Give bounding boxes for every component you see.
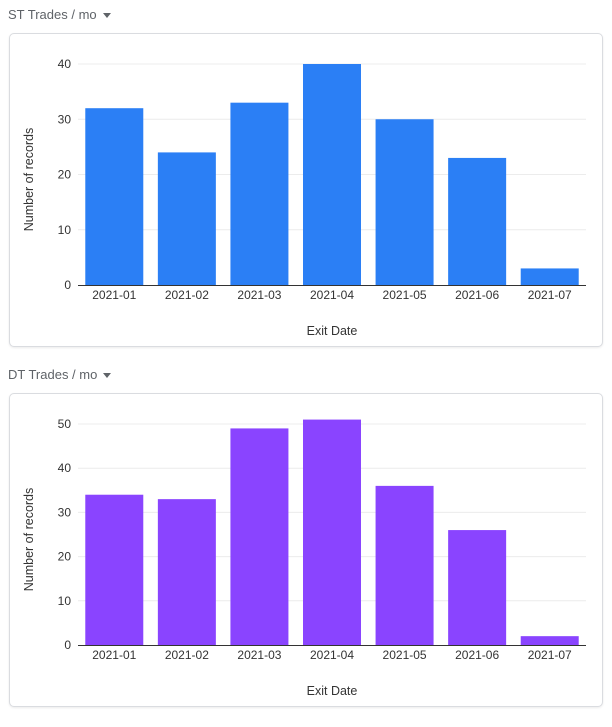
y-tick-label: 50: [58, 417, 72, 431]
x-tick-label: 2021-01: [92, 648, 136, 662]
bar-2021-01[interactable]: [85, 108, 144, 285]
x-tick-label: 2021-06: [455, 648, 499, 662]
bar-2021-06[interactable]: [448, 157, 507, 285]
st-trades-chart-card: 0 10 20 30 40 2021-01 2021-02 2021-03 2021-04 202…: [9, 33, 603, 347]
bar-2021-07[interactable]: [520, 268, 579, 285]
bar-2021-05[interactable]: [375, 119, 434, 285]
x-tick-label: 2021-07: [528, 648, 572, 662]
bar-2021-04[interactable]: [303, 64, 361, 285]
x-tick-label: 2021-02: [165, 648, 209, 662]
x-tick-label: 2021-04: [310, 648, 354, 662]
y-tick-label: 0: [64, 638, 71, 652]
y-tick-label: 20: [58, 550, 72, 564]
st-trades-title-text: ST Trades / mo: [8, 7, 97, 22]
dt-trades-chart-card: 0 10 20 30 40 50 2021-01 2021-02 2021-03 2021-04 2…: [9, 393, 603, 707]
x-tick-label: 2021-07: [528, 288, 572, 302]
y-axis-title: Number of records: [22, 128, 36, 232]
x-tick-label: 2021-05: [383, 648, 427, 662]
caret-down-icon[interactable]: [103, 372, 112, 378]
x-tick-label: 2021-06: [455, 288, 499, 302]
dt-trades-title[interactable]: DT Trades / mo: [8, 367, 112, 382]
st-trades-bar-chart: 0 10 20 30 40 2021-01 2021-02 2021-03 2021-04 202…: [22, 57, 586, 338]
x-tick-label: 2021-01: [92, 288, 136, 302]
x-axis-title: Exit Date: [307, 324, 358, 338]
y-tick-label: 10: [58, 223, 72, 237]
caret-down-icon[interactable]: [102, 12, 111, 18]
bar-2021-06[interactable]: [448, 530, 507, 645]
bar-2021-05[interactable]: [375, 485, 434, 645]
y-tick-label: 40: [58, 461, 72, 475]
bar-2021-04[interactable]: [303, 419, 361, 645]
y-tick-label: 0: [64, 278, 71, 292]
bar-2021-01[interactable]: [85, 494, 144, 645]
x-axis-title: Exit Date: [307, 684, 358, 698]
x-tick-label: 2021-03: [237, 288, 281, 302]
bar-2021-03[interactable]: [230, 102, 289, 285]
x-tick-label: 2021-04: [310, 288, 354, 302]
y-axis-title: Number of records: [22, 488, 36, 592]
y-tick-label: 30: [58, 505, 72, 519]
st-trades-title[interactable]: ST Trades / mo: [8, 7, 111, 22]
x-tick-label: 2021-05: [383, 288, 427, 302]
bar-2021-03[interactable]: [230, 428, 289, 645]
x-tick-label: 2021-02: [165, 288, 209, 302]
y-tick-label: 40: [58, 57, 72, 71]
x-tick-label: 2021-03: [237, 648, 281, 662]
bar-2021-02[interactable]: [157, 152, 216, 285]
y-tick-label: 20: [58, 168, 72, 182]
bar-2021-02[interactable]: [157, 499, 216, 645]
dt-trades-bar-chart: 0 10 20 30 40 50 2021-01 2021-02 2021-03 2021-04 2…: [22, 417, 586, 698]
dt-trades-title-text: DT Trades / mo: [8, 367, 98, 382]
y-tick-label: 10: [58, 594, 72, 608]
y-tick-label: 30: [58, 112, 72, 126]
bar-2021-07[interactable]: [520, 636, 579, 645]
